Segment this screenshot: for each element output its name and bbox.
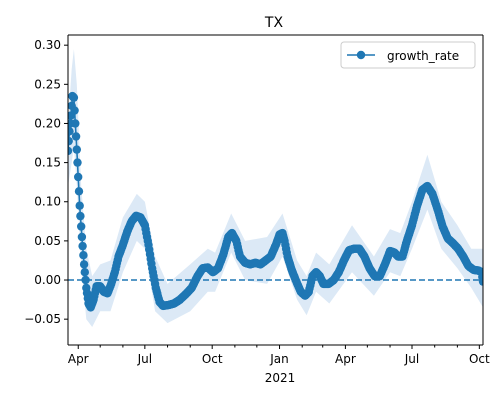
x-tick-label: Apr: [335, 352, 356, 366]
y-tick-label: 0.25: [34, 77, 61, 91]
y-tick-label: 0.20: [34, 116, 61, 130]
data-point: [74, 172, 83, 182]
x-tick-label: Oct: [469, 352, 490, 366]
axes: −0.05 0.00 0.05 0.10 0.15 0.20 0.25 0.30 Apr Jul O…: [24, 34, 490, 366]
data-point: [81, 275, 90, 285]
data-point: [68, 136, 73, 146]
data-point: [68, 146, 73, 156]
data-point: [70, 106, 79, 115]
plot-inner: [68, 49, 483, 327]
series-markers-growth-rate: [68, 91, 483, 312]
y-tick-label: 0.15: [34, 156, 61, 170]
y-tick-label: 0.10: [34, 195, 61, 209]
legend-marker-swatch: [356, 50, 366, 60]
legend-box: [340, 41, 476, 69]
y-tick-label: −0.05: [24, 312, 61, 326]
data-point: [74, 187, 84, 196]
x-tick-label: Jan: [269, 352, 289, 366]
data-point: [71, 119, 80, 128]
plot-area: [68, 49, 483, 327]
x-tick-label: Jul: [137, 352, 152, 366]
legend-label-growth-rate: growth_rate: [387, 49, 459, 63]
y-tick-label: 0.05: [34, 234, 61, 248]
x-tick-label: Oct: [202, 352, 223, 366]
data-point: [79, 251, 88, 260]
data-point: [79, 260, 89, 269]
confidence-band: [68, 49, 483, 327]
data-point: [73, 158, 82, 167]
data-point: [478, 277, 483, 286]
y-tick-label: 0.30: [34, 38, 61, 52]
data-point: [78, 241, 87, 251]
legend: growth_rate: [340, 41, 476, 69]
data-point: [80, 268, 90, 277]
data-point: [71, 132, 81, 141]
x-tick-label: Apr: [68, 352, 89, 366]
x-tick-label: Jul: [404, 352, 419, 366]
chart-title: TX: [264, 15, 284, 31]
data-point: [68, 127, 74, 136]
data-point: [72, 145, 82, 154]
y-tick-label: 0.00: [34, 273, 61, 287]
x-axis-label: 2021: [265, 371, 296, 385]
data-point: [69, 93, 79, 102]
data-point: [76, 211, 85, 221]
data-point: [77, 222, 86, 231]
data-point: [77, 232, 87, 242]
data-point: [75, 201, 84, 210]
